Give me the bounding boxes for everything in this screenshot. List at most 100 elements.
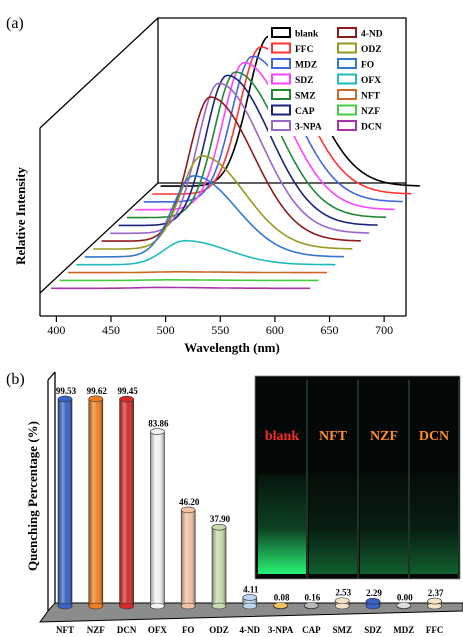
spectrum-ODZ — [93, 155, 353, 250]
bar-4-ND — [242, 594, 258, 610]
legend-swatch-SDZ — [271, 73, 291, 85]
panel-b-label: (b) — [6, 371, 25, 388]
legend-label-ODZ: ODZ — [361, 45, 382, 55]
bar-NZF — [88, 395, 104, 610]
legend-swatch-ODZ — [337, 42, 357, 54]
bar-OFX — [150, 428, 165, 610]
value-label-ODZ: 37.90 — [210, 514, 231, 524]
value-label-NFT: 99.53 — [56, 386, 77, 396]
value-label-SMZ: 2.53 — [335, 588, 351, 598]
spectrum-OFX — [76, 239, 336, 266]
value-label-CAP: 0.16 — [305, 593, 321, 603]
value-label-4-ND: 4.11 — [243, 584, 259, 594]
panel-a-legend: blank FFC MDZ SDZ SMZ CAP 3-NPA 4-ND ODZ FO OFX NFT… — [268, 24, 396, 136]
x-tick-label: 400 — [47, 323, 65, 337]
panel-a-x-ticks: 400 450 500 550 600 650 700 — [47, 316, 393, 337]
bar-FFC — [427, 597, 442, 610]
value-label-NZF: 99.62 — [87, 386, 108, 396]
bar-3-NPA — [273, 602, 288, 610]
category-label-OFX: OFX — [148, 625, 167, 635]
category-label-DCN: DCN — [117, 625, 137, 635]
spectra-series — [51, 35, 420, 290]
panel-a-label: (a) — [6, 15, 24, 32]
value-label-DCN: 99.45 — [117, 386, 138, 396]
legend-swatch-NZF — [337, 104, 357, 116]
value-label-OFX: 83.86 — [148, 419, 169, 429]
bar-MDZ — [396, 602, 412, 610]
x-tick-label: 600 — [266, 323, 284, 337]
category-label-FFC: FFC — [426, 625, 444, 635]
category-label-NFT: NFT — [56, 625, 74, 635]
vial-glow-NZF — [360, 474, 408, 574]
legend-swatch-SMZ — [271, 89, 291, 100]
value-label-FO: 46.20 — [179, 497, 200, 507]
vial-glow-NFT — [309, 474, 357, 574]
category-label-NZF: NZF — [87, 625, 106, 635]
panel-a-y-axis-label: Relative Intensity — [13, 167, 28, 265]
bar-SDZ — [365, 597, 381, 610]
x-tick-label: 500 — [157, 323, 175, 337]
legend-label-MDZ: MDZ — [295, 61, 317, 71]
legend-label-4-ND: 4-ND — [361, 30, 383, 40]
legend-label-NFT: NFT — [361, 92, 381, 102]
value-label-3-NPA: 0.08 — [274, 593, 290, 603]
panel-b-y-axis-label: Quenching Percentage (%) — [25, 421, 40, 571]
category-label-3-NPA: 3-NPA — [268, 625, 294, 635]
legend-label-CAP: CAP — [295, 107, 315, 117]
panel-a: (a) blank FFC MDZ SDZ SMZ CAP 3-NPA 4-ND ODZ FO OF… — [6, 15, 420, 355]
bar-SMZ — [334, 597, 350, 610]
vial-label-NFT: NFT — [319, 429, 348, 444]
value-label-SDZ: 2.29 — [366, 588, 382, 598]
category-label-ODZ: ODZ — [209, 625, 229, 635]
legend-label-FFC: FFC — [295, 45, 314, 55]
legend-label-FO: FO — [361, 61, 374, 71]
vial-label-DCN: DCN — [419, 429, 449, 444]
category-label-FO: FO — [182, 625, 195, 635]
x-tick-label: 450 — [102, 323, 120, 337]
panel-a-frame — [39, 17, 407, 317]
inset-photo: blank NFT NZF DCN — [254, 375, 461, 580]
panel-b-frame — [47, 371, 56, 611]
legend-label-SDZ: SDZ — [295, 76, 313, 86]
legend-swatch-NFT — [337, 89, 357, 100]
x-tick-label: 650 — [321, 323, 339, 337]
value-label-FFC: 2.37 — [428, 588, 444, 598]
spectrum-NZF — [59, 279, 319, 282]
category-label-CAP: CAP — [302, 625, 321, 635]
x-tick-label: 550 — [211, 323, 229, 337]
panel-b-bars: 99.53 NFT 99.62 NZF 99.45 DCN 83.86 OFX 46.20 FO 3… — [56, 386, 444, 635]
legend-swatch-CAP — [271, 104, 291, 116]
vial-glow-blank — [258, 474, 306, 574]
x-tick-label: 700 — [375, 323, 393, 337]
legend-swatch-FO — [337, 58, 357, 69]
bar-FO — [180, 506, 196, 610]
legend-swatch-3-NPA — [271, 120, 291, 131]
panel-b-floor — [38, 602, 463, 623]
panel-a-x-axis-label: Wavelength (nm) — [184, 340, 280, 355]
legend-label-blank: blank — [295, 30, 319, 40]
inset-vials: blank NFT NZF DCN — [258, 380, 460, 578]
spectrum-DCN — [51, 286, 311, 290]
spectrum-CAP — [118, 74, 378, 227]
legend-swatch-FFC — [271, 42, 291, 54]
vial-label-blank: blank — [265, 429, 299, 444]
spectrum-3-NPA — [110, 82, 370, 235]
category-label-SMZ: SMZ — [332, 625, 352, 635]
category-label-4-ND: 4-ND — [240, 625, 261, 635]
bar-CAP — [304, 602, 319, 610]
legend-label-SMZ: SMZ — [295, 92, 316, 102]
vial-glow-DCN — [410, 474, 458, 574]
legend-label-DCN: DCN — [361, 123, 382, 133]
legend-label-OFX: OFX — [361, 76, 381, 86]
panel-b: (b) Quenching Percentage (%) blank NFT NZF… — [6, 371, 463, 635]
category-label-MDZ: MDZ — [393, 625, 414, 635]
bar-ODZ — [211, 523, 227, 610]
legend-swatch-4-ND — [337, 27, 357, 38]
spectrum-FO — [84, 175, 344, 258]
bar-NFT — [57, 395, 73, 610]
legend-label-NZF: NZF — [361, 107, 380, 117]
spectrum-NFT — [67, 271, 328, 274]
legend-swatch-blank — [271, 27, 291, 38]
bar-DCN — [119, 395, 134, 610]
